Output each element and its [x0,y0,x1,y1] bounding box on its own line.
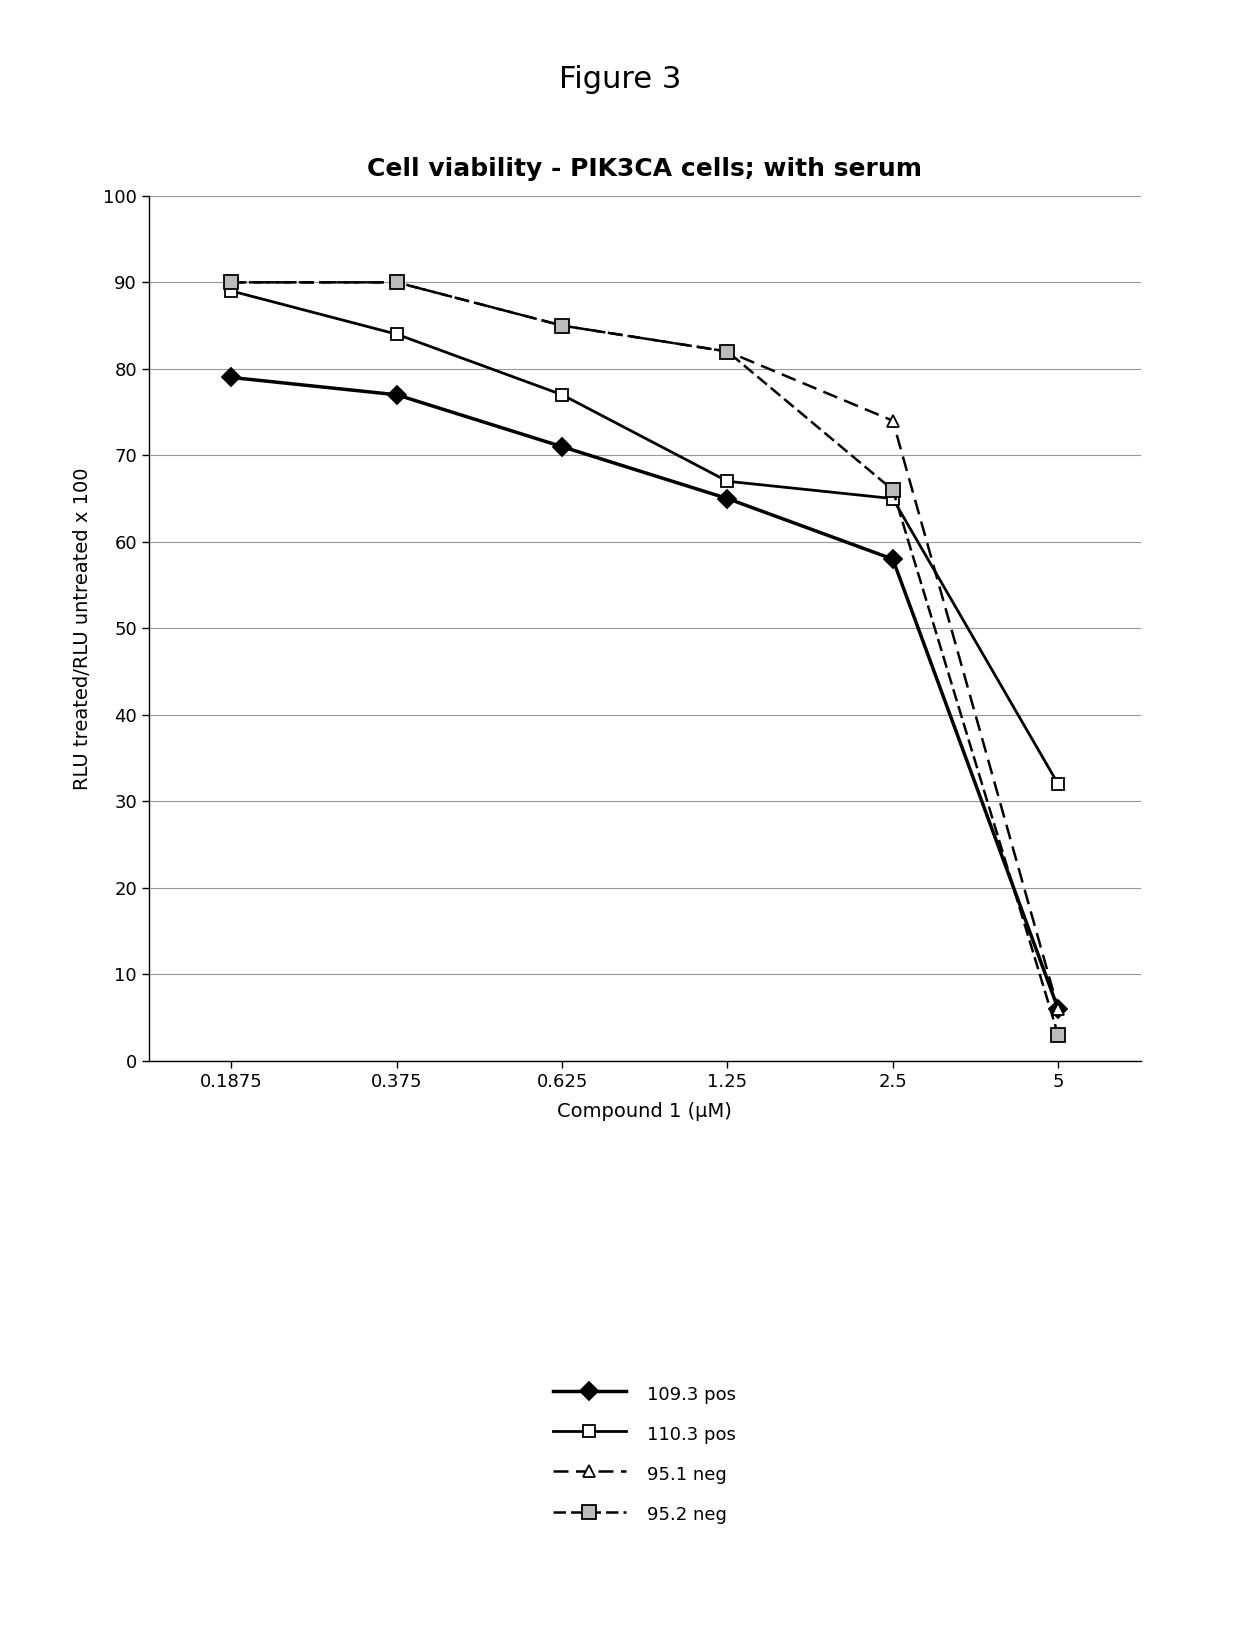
Title: Cell viability - PIK3CA cells; with serum: Cell viability - PIK3CA cells; with seru… [367,157,923,181]
X-axis label: Compound 1 (μM): Compound 1 (μM) [557,1102,733,1121]
Y-axis label: RLU treated/RLU untreated x 100: RLU treated/RLU untreated x 100 [73,467,92,790]
Text: Figure 3: Figure 3 [559,65,681,95]
Legend: 109.3 pos, 110.3 pos, 95.1 neg, 95.2 neg: 109.3 pos, 110.3 pos, 95.1 neg, 95.2 neg [553,1382,737,1524]
